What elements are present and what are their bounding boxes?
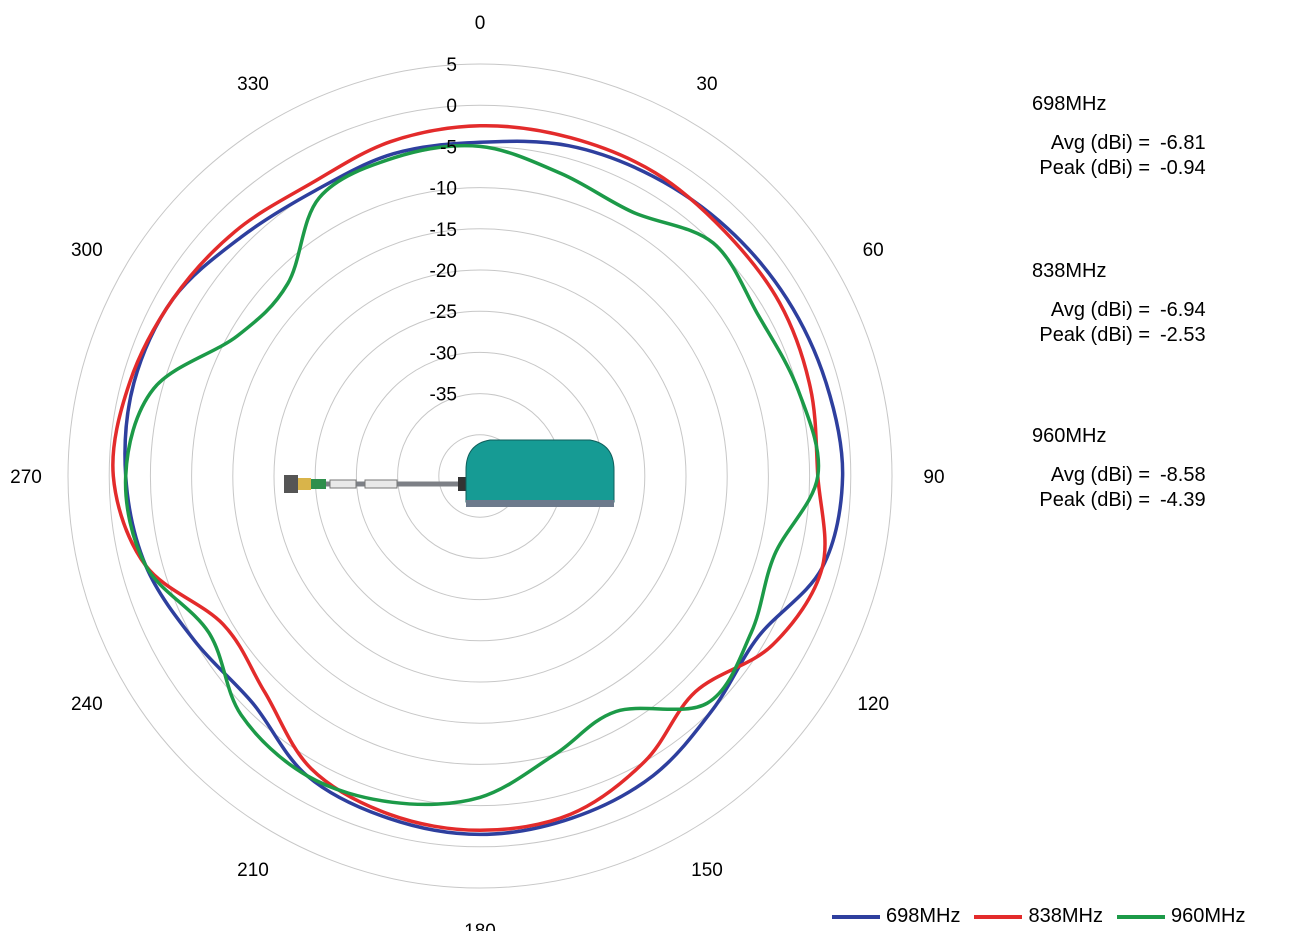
grid-ring bbox=[232, 228, 728, 724]
angle-tick-label: 60 bbox=[863, 240, 884, 261]
angle-tick-label: 90 bbox=[923, 467, 944, 488]
stats-block-838: 838MHz Avg (dBi) = -6.94 Peak (dBi) = -2.5… bbox=[1000, 259, 1240, 348]
angle-tick-label: 240 bbox=[71, 694, 103, 715]
legend-item: 838MHz bbox=[974, 905, 1103, 928]
legend-label: 698MHz bbox=[886, 905, 961, 927]
antenna-device-icon bbox=[284, 439, 615, 507]
radial-tick-label: 5 bbox=[446, 55, 457, 76]
peak-value: -0.94 bbox=[1160, 157, 1206, 179]
avg-value: -6.81 bbox=[1160, 132, 1206, 154]
radial-tick-label: -15 bbox=[430, 220, 457, 241]
trace-838mhz bbox=[111, 124, 827, 833]
angle-tick-label: 300 bbox=[71, 240, 103, 261]
radial-tick-label: -30 bbox=[430, 343, 457, 364]
legend-item: 960MHz bbox=[1116, 905, 1246, 928]
grid-ring bbox=[314, 310, 646, 642]
radiation-traces bbox=[111, 124, 845, 837]
radial-tick-label: -25 bbox=[430, 302, 457, 323]
grid-ring bbox=[67, 63, 893, 889]
stats-freq: 960MHz bbox=[1032, 425, 1107, 447]
legend-swatch bbox=[974, 914, 1023, 919]
legend-label: 838MHz bbox=[1028, 905, 1103, 927]
radial-tick-label: -5 bbox=[440, 137, 457, 158]
avg-label: Avg (dBi) = bbox=[1050, 464, 1150, 486]
grid-ring bbox=[108, 104, 852, 848]
stats-block-960: 960MHz Avg (dBi) = -8.58 Peak (dBi) = -4.3… bbox=[1000, 424, 1240, 513]
stats-freq: 698MHz bbox=[1032, 93, 1107, 115]
legend-item: 698MHz bbox=[832, 905, 960, 928]
radial-tick-label: -35 bbox=[430, 385, 457, 406]
avg-label: Avg (dBi) = bbox=[1050, 299, 1150, 321]
angle-tick-label: 0 bbox=[475, 13, 486, 34]
avg-value: -8.58 bbox=[1160, 464, 1206, 486]
angle-tick-label: 150 bbox=[691, 860, 723, 881]
radial-tick-label: -20 bbox=[430, 261, 457, 282]
legend-swatch bbox=[1116, 914, 1165, 919]
stats-block-698: 698MHz Avg (dBi) = -6.81 Peak (dBi) = -0.9… bbox=[1000, 92, 1240, 181]
angle-tick-label: 180 bbox=[464, 921, 496, 931]
peak-value: -2.53 bbox=[1160, 324, 1206, 346]
peak-label: Peak (dBi) = bbox=[1039, 157, 1150, 179]
polar-labels: 030609012015018021024027030033050-5-10-1… bbox=[10, 13, 944, 931]
legend-swatch bbox=[832, 914, 880, 919]
peak-value: -4.39 bbox=[1160, 489, 1206, 511]
chart-legend: 698MHz 838MHz 960MHz bbox=[832, 905, 1259, 928]
avg-value: -6.94 bbox=[1160, 299, 1206, 321]
grid-ring bbox=[191, 187, 769, 765]
stats-freq: 838MHz bbox=[1032, 260, 1107, 282]
radial-tick-label: -10 bbox=[430, 179, 457, 200]
angle-tick-label: 210 bbox=[237, 860, 269, 881]
angle-tick-label: 330 bbox=[237, 74, 269, 95]
angle-tick-label: 30 bbox=[696, 74, 717, 95]
trace-960mhz bbox=[123, 143, 821, 807]
angle-tick-label: 270 bbox=[10, 467, 42, 488]
avg-label: Avg (dBi) = bbox=[1050, 132, 1150, 154]
legend-label: 960MHz bbox=[1170, 905, 1246, 927]
peak-label: Peak (dBi) = bbox=[1039, 489, 1150, 511]
peak-label: Peak (dBi) = bbox=[1039, 324, 1150, 346]
grid-ring bbox=[273, 269, 687, 683]
radial-tick-label: 0 bbox=[446, 96, 457, 117]
angle-tick-label: 120 bbox=[857, 694, 889, 715]
